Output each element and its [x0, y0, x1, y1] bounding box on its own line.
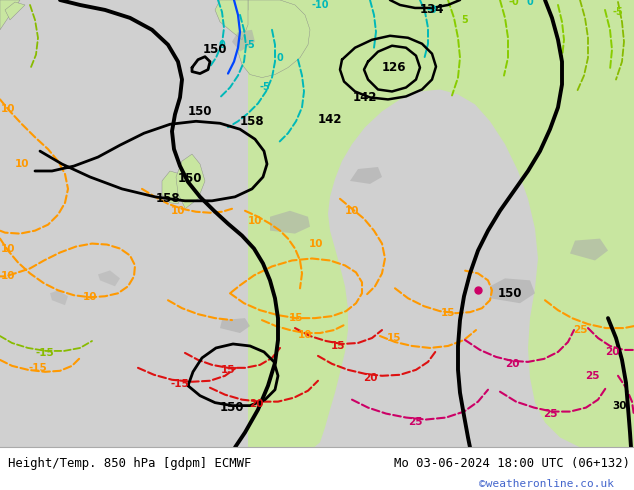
Text: 10: 10	[1, 244, 15, 253]
Text: 20: 20	[505, 359, 519, 369]
Text: -15: -15	[29, 363, 48, 373]
Text: 25: 25	[543, 409, 557, 418]
Text: 0: 0	[527, 0, 533, 7]
Text: Height/Temp. 850 hPa [gdpm] ECMWF: Height/Temp. 850 hPa [gdpm] ECMWF	[8, 457, 251, 470]
Text: -15: -15	[36, 348, 55, 358]
Text: 30: 30	[612, 401, 627, 411]
Text: -0: -0	[427, 5, 437, 15]
Polygon shape	[238, 0, 310, 77]
Polygon shape	[215, 0, 248, 40]
Text: 20: 20	[249, 399, 263, 409]
Text: 0: 0	[276, 52, 283, 63]
Polygon shape	[350, 167, 382, 184]
Text: 10: 10	[1, 104, 15, 114]
Text: 0: 0	[219, 40, 225, 50]
Text: 10: 10	[309, 239, 323, 248]
Text: 15: 15	[288, 313, 303, 323]
Text: 25: 25	[408, 416, 422, 426]
Polygon shape	[248, 0, 634, 447]
Text: 10: 10	[298, 330, 313, 340]
Text: 20: 20	[605, 347, 619, 357]
Text: Mo 03-06-2024 18:00 UTC (06+132): Mo 03-06-2024 18:00 UTC (06+132)	[394, 457, 630, 470]
Text: 126: 126	[382, 61, 406, 74]
Text: ©weatheronline.co.uk: ©weatheronline.co.uk	[479, 479, 614, 489]
Polygon shape	[220, 318, 250, 333]
Text: 150: 150	[178, 172, 202, 185]
Text: 10: 10	[83, 292, 97, 302]
Text: -5: -5	[612, 7, 623, 17]
Polygon shape	[232, 30, 255, 52]
Text: 158: 158	[156, 193, 180, 205]
Text: 150: 150	[220, 401, 244, 414]
Text: -10: -10	[311, 0, 329, 10]
Text: 142: 142	[353, 91, 377, 104]
Text: -5: -5	[260, 82, 270, 93]
Polygon shape	[98, 270, 120, 286]
Text: 25: 25	[573, 325, 587, 335]
Text: 134: 134	[420, 3, 444, 17]
Text: 15: 15	[441, 308, 455, 318]
Text: 150: 150	[203, 43, 227, 56]
Text: -15: -15	[171, 379, 190, 389]
Polygon shape	[176, 154, 205, 209]
Text: 15: 15	[387, 333, 401, 343]
Polygon shape	[162, 171, 185, 204]
Text: 10: 10	[248, 216, 262, 226]
Polygon shape	[570, 239, 608, 261]
Polygon shape	[50, 290, 68, 305]
Text: 20: 20	[363, 373, 377, 383]
Text: 158: 158	[240, 115, 264, 128]
Text: 10: 10	[1, 271, 15, 281]
Text: 10: 10	[15, 159, 29, 169]
Text: 150: 150	[188, 105, 212, 118]
Polygon shape	[490, 278, 535, 303]
Polygon shape	[270, 211, 310, 234]
Polygon shape	[0, 0, 20, 30]
Text: 150: 150	[498, 287, 522, 300]
Text: 5: 5	[462, 15, 469, 25]
Text: -5: -5	[245, 40, 256, 50]
Polygon shape	[5, 2, 25, 20]
Text: 142: 142	[318, 113, 342, 126]
Text: 10: 10	[345, 206, 359, 216]
Text: -0: -0	[508, 0, 519, 7]
Text: 15: 15	[221, 365, 235, 375]
Text: 25: 25	[585, 371, 599, 381]
Text: 15: 15	[331, 341, 346, 351]
Text: 10: 10	[171, 206, 185, 216]
